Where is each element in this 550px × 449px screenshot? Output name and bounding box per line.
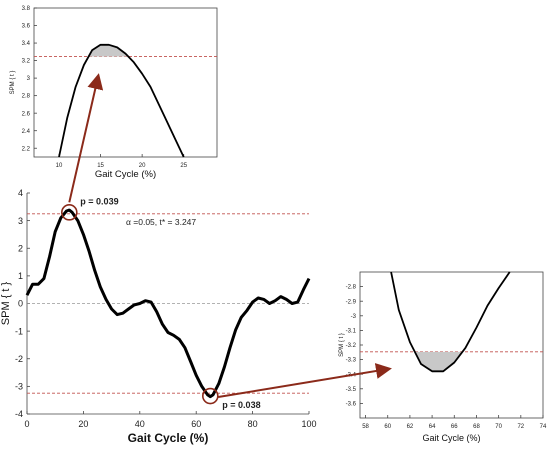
spm-curve (25, 208, 311, 399)
panel-inset-top: 2.2 2.4 2.6 2.8 3 3.2 3.4 3.6 3.8 10 15 20 25 Gait Cy… (10, 6, 218, 180)
y-axis-label: SPM { t } (339, 333, 345, 357)
y-tick-label: 3.4 (22, 41, 31, 47)
y-tick-label: -2.8 (346, 285, 357, 291)
y-tick-label: -3 (15, 382, 23, 392)
x-tick-label: 40 (135, 419, 145, 429)
x-tick-label: 25 (180, 163, 187, 169)
p-value-label: p = 0.039 (80, 196, 118, 206)
highlight-circle (61, 204, 78, 221)
y-tick-label: 3.2 (22, 59, 31, 65)
x-tick-label: 60 (384, 424, 391, 430)
y-tick-label: 3 (18, 216, 23, 226)
y-tick-label: -3.5 (346, 387, 357, 393)
x-tick-label: 74 (540, 424, 547, 430)
x-tick-label: 10 (56, 163, 63, 169)
x-tick-label: 15 (97, 163, 104, 169)
y-tick-label: 2.4 (22, 129, 31, 135)
y-tick-label: -3.3 (346, 358, 357, 364)
x-tick-label: 64 (429, 424, 436, 430)
panel-inset-right: -2.8-2.9-3-3.1-3.2-3.3-3.4-3.5-3.6586062… (339, 271, 547, 443)
x-axis-label: Gait Cycle (%) (95, 169, 156, 180)
y-tick-label: -4 (15, 409, 23, 419)
x-axis-label: Gait Cycle (%) (422, 433, 480, 443)
plot-frame (33, 7, 218, 158)
x-tick-label: 58 (362, 424, 369, 430)
x-tick-label: 20 (139, 163, 146, 169)
y-axis-label: SPM { t } (10, 71, 16, 95)
x-tick-label: 0 (24, 419, 29, 429)
y-tick-label: 2.8 (22, 94, 31, 100)
p-value-label: p = 0.038 (222, 400, 260, 410)
x-tick-label: 66 (451, 424, 458, 430)
y-tick-label: -1 (15, 326, 23, 336)
x-tick-label: 60 (191, 419, 201, 429)
cluster-shade (414, 351, 463, 372)
y-tick-label: 2 (18, 243, 23, 253)
x-tick-label: 72 (517, 424, 524, 430)
y-tick-label: -3.2 (346, 343, 357, 349)
y-tick-label: -3 (351, 314, 357, 320)
spm-curve (58, 43, 185, 158)
zoom-arrow-top (68, 73, 104, 203)
x-tick-label: 68 (473, 424, 480, 430)
y-tick-label: 1 (18, 271, 23, 281)
y-tick-label: -2.9 (346, 299, 357, 305)
y-tick-label: 4 (18, 188, 23, 198)
cluster-shade (88, 44, 129, 57)
y-tick-label: -3.1 (346, 329, 357, 335)
spm-curve (390, 271, 511, 373)
y-tick-label: 3.6 (22, 24, 31, 30)
threshold-label: α =0.05, t* = 3.247 (126, 217, 196, 227)
x-tick-label: 100 (301, 419, 316, 429)
y-tick-label: 3 (27, 76, 31, 82)
y-tick-label: -2 (15, 354, 23, 364)
highlight-circle (202, 387, 219, 405)
y-tick-label: -3.6 (346, 402, 357, 408)
x-axis-label: Gait Cycle (%) (128, 431, 209, 445)
x-tick-label: 70 (495, 424, 502, 430)
y-tick-label: 3.8 (22, 6, 31, 12)
y-axis-label: SPM { t } (0, 281, 12, 325)
x-tick-label: 80 (248, 419, 258, 429)
y-tick-label: 2.2 (22, 146, 31, 152)
main-annotations: α =0.05, t* = 3.247 p = 0.039 p = 0.038 (61, 73, 392, 410)
zoom-arrow-right (218, 363, 392, 399)
x-tick-label: 62 (407, 424, 414, 430)
plot-frame (359, 271, 544, 419)
x-tick-label: 20 (78, 419, 88, 429)
y-tick-label: 0 (18, 299, 23, 309)
y-tick-label: 2.6 (22, 111, 31, 117)
